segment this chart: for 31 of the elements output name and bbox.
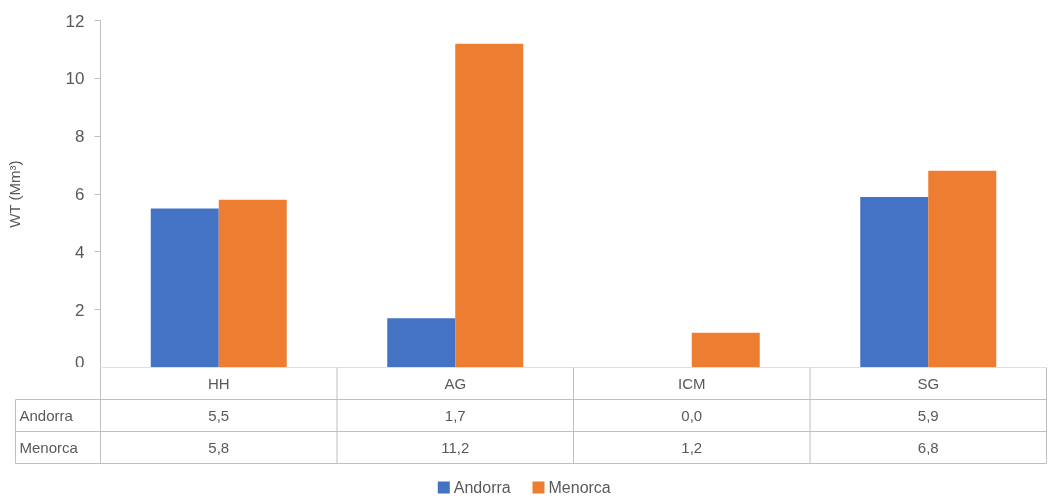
data-label: 6,8 bbox=[917, 438, 939, 456]
y-axis-title: WT (Mm³) bbox=[5, 160, 23, 228]
bar bbox=[387, 318, 456, 367]
bar bbox=[691, 332, 760, 367]
data-label: 11,2 bbox=[441, 438, 470, 456]
y-tick-label: 10 bbox=[65, 69, 85, 89]
text: Andorra bbox=[19, 407, 73, 424]
y-tick-label: 6 bbox=[75, 185, 85, 204]
data-label: 1,7 bbox=[444, 406, 466, 424]
legend-label: Andorra bbox=[453, 479, 511, 496]
bar bbox=[860, 196, 929, 367]
x-tick-label: AG bbox=[444, 375, 467, 392]
data-label: 5,8 bbox=[208, 438, 230, 456]
data-label: 5,5 bbox=[208, 406, 230, 424]
bar bbox=[455, 43, 524, 367]
data-label: 1,2 bbox=[681, 438, 703, 456]
x-tick-label: HH bbox=[207, 375, 230, 392]
y-tick-label: 2 bbox=[75, 300, 85, 320]
x-tick-label: ICM bbox=[678, 375, 706, 392]
data-label: 0,0 bbox=[681, 406, 703, 424]
bar bbox=[928, 170, 997, 367]
x-tick-label: SG bbox=[917, 375, 940, 392]
bar bbox=[150, 208, 219, 367]
text: Menorca bbox=[19, 439, 78, 456]
y-tick-label: 0 bbox=[75, 352, 85, 372]
bar bbox=[218, 199, 287, 367]
legend-label: Menorca bbox=[548, 479, 611, 496]
data-label: 5,9 bbox=[917, 406, 939, 424]
y-tick-label: 12 bbox=[65, 11, 85, 31]
y-tick-label: 4 bbox=[75, 242, 85, 262]
y-tick-label: 8 bbox=[75, 127, 85, 147]
